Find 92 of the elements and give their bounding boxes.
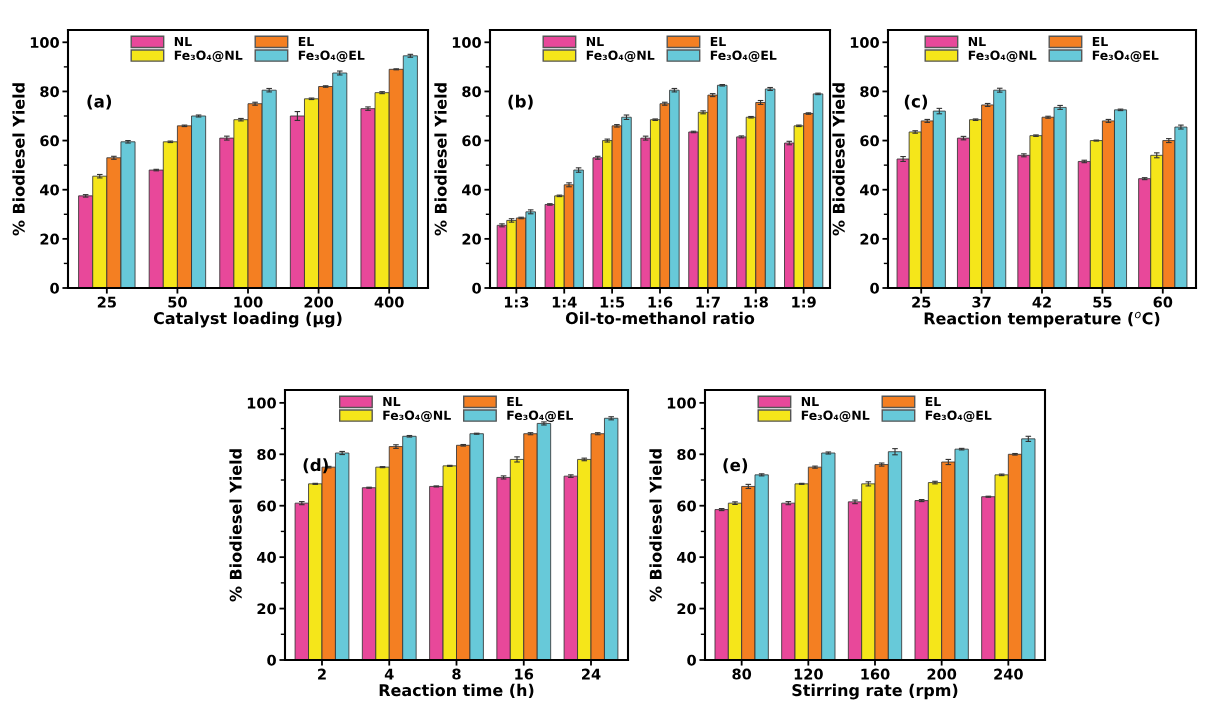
y-tick-label: 0 [870, 282, 879, 294]
y-tick-label: 0 [267, 654, 276, 666]
legend-label: NL [383, 397, 401, 407]
y-tick-label: 80 [257, 449, 276, 461]
y-tick-label: 60 [40, 135, 59, 147]
annotation: (e) [723, 458, 748, 474]
x-tick-label: 37 [972, 296, 991, 308]
legend-label: Fe₃O₄@EL [298, 50, 365, 63]
x-axis-title: Oil-to-methanol ratio [565, 311, 755, 325]
legend-label: EL [507, 397, 523, 407]
y-tick-label: 100 [247, 397, 276, 409]
legend-label: EL [298, 37, 314, 47]
y-tick-label: 40 [677, 551, 696, 563]
legend-label: NL [801, 397, 819, 407]
y-tick-label: 40 [860, 184, 879, 196]
legend-label: Fe₃O₄@NL [586, 50, 655, 63]
x-tick-label: 55 [1093, 296, 1112, 308]
annotation: (d) [303, 458, 328, 474]
legend-label: NL [968, 37, 986, 47]
y-tick-label: 60 [462, 135, 481, 147]
legend-label: Fe₃O₄@EL [710, 50, 777, 63]
y-tick-label: 100 [30, 37, 59, 49]
legend-label: NL [586, 37, 604, 47]
x-tick-label: 160 [861, 668, 890, 680]
annotation: (b) [508, 94, 533, 110]
legend-label: Fe₃O₄@EL [925, 410, 992, 423]
y-tick-label: 40 [257, 551, 276, 563]
annotation: (c) [904, 94, 928, 110]
x-tick-label: 8 [452, 668, 461, 680]
y-tick-label: 80 [860, 86, 879, 98]
y-tick-label: 20 [257, 603, 276, 615]
y-tick-label: 0 [50, 282, 59, 294]
x-tick-label: 25 [912, 296, 931, 308]
y-tick-label: 20 [677, 603, 696, 615]
legend-label: EL [925, 397, 941, 407]
y-tick-label: 0 [472, 282, 481, 294]
y-tick-label: 20 [462, 233, 481, 245]
legend-label: Fe₃O₄@NL [968, 50, 1037, 63]
x-tick-label: 80 [732, 668, 752, 680]
y-axis-title: % Biodiesel Yield [434, 83, 447, 236]
annotation: (a) [87, 94, 112, 110]
x-tick-label: 1:6 [648, 296, 673, 308]
x-tick-label: 4 [384, 668, 394, 680]
x-tick-label: 2 [318, 668, 326, 680]
x-tick-label: 100 [234, 296, 263, 308]
x-tick-label: 60 [1153, 296, 1173, 308]
x-tick-label: 1:9 [792, 296, 816, 308]
legend-label: Fe₃O₄@NL [801, 410, 870, 423]
x-tick-label: 1:5 [600, 296, 625, 308]
y-tick-label: 20 [40, 233, 59, 245]
y-tick-label: 0 [687, 654, 696, 666]
x-tick-label: 1:8 [744, 296, 768, 308]
x-tick-label: 200 [304, 296, 334, 308]
y-tick-label: 40 [40, 184, 59, 196]
x-tick-label: 16 [515, 668, 534, 680]
y-tick-label: 100 [452, 37, 481, 49]
y-axis-title: % Biodiesel Yield [832, 83, 845, 236]
x-axis-title: Catalyst loading (μg) [153, 311, 342, 328]
x-axis-title: Stirring rate (rpm) [792, 683, 958, 700]
legend-label: Fe₃O₄@EL [507, 410, 573, 423]
x-axis-title: Reaction time (h) [379, 683, 534, 699]
y-tick-label: 100 [850, 37, 879, 49]
x-tick-label: 25 [97, 296, 116, 308]
y-tick-label: 80 [462, 86, 481, 98]
x-tick-label: 240 [994, 668, 1023, 680]
y-tick-label: 80 [677, 449, 696, 461]
y-tick-label: 60 [677, 500, 696, 512]
y-tick-label: 100 [667, 397, 696, 409]
x-axis-title: Reaction temperature ($^{o}$C) [924, 311, 1160, 328]
x-tick-label: 1:7 [696, 296, 720, 308]
x-tick-label: 120 [794, 668, 823, 680]
x-tick-label: 1:4 [552, 296, 577, 308]
x-tick-label: 24 [582, 668, 601, 680]
legend-label: NL [174, 37, 192, 47]
y-axis-title: % Biodiesel Yield [229, 449, 242, 602]
legend-label: Fe₃O₄@NL [174, 50, 243, 63]
legend-label: Fe₃O₄@NL [383, 410, 451, 423]
y-tick-label: 20 [860, 233, 879, 245]
legend-label: EL [1092, 37, 1108, 47]
x-tick-label: 400 [374, 296, 404, 308]
x-tick-label: 42 [1032, 296, 1051, 308]
x-tick-label: 1:3 [504, 296, 529, 308]
legend-label: Fe₃O₄@EL [1092, 50, 1159, 63]
x-tick-label: 50 [168, 296, 187, 308]
y-tick-label: 60 [860, 135, 879, 147]
y-axis-title: % Biodiesel Yield [649, 449, 662, 602]
x-tick-label: 200 [927, 668, 957, 680]
y-tick-label: 40 [462, 184, 481, 196]
y-tick-label: 60 [257, 500, 276, 512]
y-axis-title: % Biodiesel Yield [12, 83, 25, 236]
legend-label: EL [710, 37, 726, 47]
y-tick-label: 80 [40, 86, 59, 98]
